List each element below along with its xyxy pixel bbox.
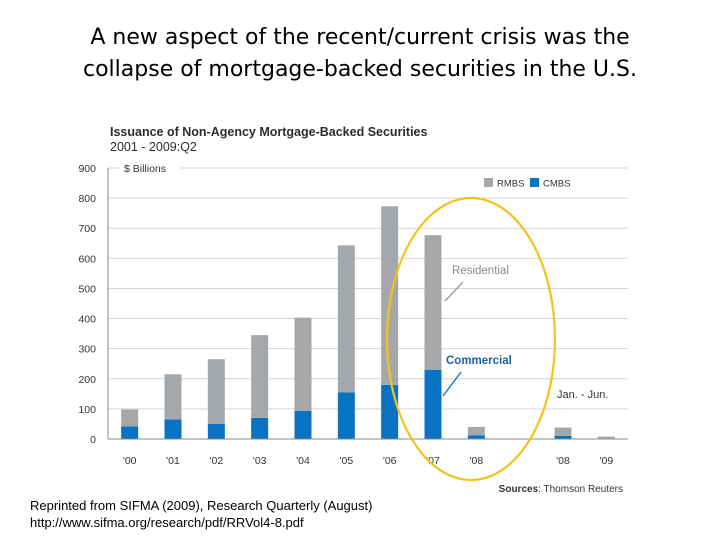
x-tick-label: '05	[339, 455, 353, 467]
x-tick-label: '02	[209, 455, 223, 467]
bar-cmbs	[294, 410, 312, 439]
commercial-annotation: Commercial	[446, 355, 512, 367]
x-tick-label: '08	[469, 455, 483, 467]
bar-rmbs	[554, 427, 572, 436]
bars	[121, 206, 615, 439]
period-note: Jan. - Jun.	[557, 389, 608, 401]
residential-pointer	[444, 281, 464, 302]
y-tick-label: 600	[78, 253, 96, 265]
bar-cmbs	[424, 369, 442, 439]
bar-cmbs	[121, 426, 139, 439]
residential-annotation: Residential	[452, 265, 509, 277]
slide-title-line-2: collapse of mortgage-backed securities i…	[83, 57, 637, 82]
y-tick-label: 900	[78, 163, 96, 175]
bar-cmbs	[467, 435, 485, 439]
labels: RMBS CMBS Residential Commercial Jan. - Jun.…	[385, 178, 623, 495]
legend-swatch-cmbs	[530, 178, 539, 187]
chart-subtitle: 2001 - 2009:Q2	[110, 140, 197, 154]
bar-rmbs	[251, 335, 269, 418]
highlight-ellipse	[385, 196, 557, 482]
footnote-url: http://www.sifma.org/research/pdf/RRVol4…	[30, 515, 304, 530]
bar-rmbs	[424, 235, 442, 370]
y-tick-label: 500	[78, 283, 96, 295]
slide-title: A new aspect of the recent/current crisi…	[20, 22, 700, 86]
bar-rmbs	[337, 245, 355, 393]
bar-rmbs	[207, 359, 225, 424]
bar-rmbs	[597, 436, 615, 439]
unit-label-background	[120, 160, 180, 176]
y-tick-label: 800	[78, 193, 96, 205]
source-prefix: Sources	[499, 484, 539, 495]
bar-cmbs	[337, 392, 355, 439]
x-tick-label: '09	[599, 455, 613, 467]
bar-cmbs	[251, 417, 269, 439]
footnote-citation: Reprinted from SIFMA (2009), Research Qu…	[30, 498, 373, 513]
bar-cmbs	[381, 384, 399, 439]
bar-cmbs	[207, 423, 225, 439]
slide-title-line-1: A new aspect of the recent/current crisi…	[90, 25, 630, 50]
legend-label-cmbs: CMBS	[543, 179, 570, 190]
source-text: : Thomson Reuters	[538, 484, 623, 495]
footnote: Reprinted from SIFMA (2009), Research Qu…	[30, 497, 372, 531]
gridlines	[108, 167, 628, 410]
source-line: Sources: Thomson Reuters	[499, 484, 623, 495]
x-tick-label: '01	[166, 455, 180, 467]
bar-cmbs	[164, 419, 182, 439]
x-tick-label: '07	[426, 455, 440, 467]
legend-swatch-rmbs	[484, 178, 493, 187]
x-tick-label: '03	[253, 455, 267, 467]
x-tick-label: '06	[383, 455, 397, 467]
commercial-pointer	[442, 371, 462, 397]
y-tick-label: 0	[90, 434, 96, 446]
y-tick-label: 100	[78, 404, 96, 416]
chart-title: Issuance of Non-Agency Mortgage-Backed S…	[110, 125, 428, 139]
bar-rmbs	[294, 317, 312, 411]
x-tick-label: '00	[123, 455, 137, 467]
legend-label-rmbs: RMBS	[497, 179, 524, 190]
axes: 0 100 200 300 400 500 600 700 800 900 $ Billions '0…	[78, 160, 628, 467]
y-tick-label: 400	[78, 314, 96, 326]
bar-rmbs	[121, 409, 139, 427]
y-tick-label: 300	[78, 344, 96, 356]
unit-label: $ Billions	[124, 163, 166, 175]
bar-cmbs	[554, 435, 572, 439]
bar-rmbs	[164, 374, 182, 420]
x-tick-label: '08	[556, 455, 570, 467]
y-tick-label: 200	[78, 374, 96, 386]
bar-rmbs	[467, 426, 485, 436]
x-tick-label: '04	[296, 455, 310, 467]
bar-rmbs	[381, 206, 399, 385]
y-tick-label: 700	[78, 223, 96, 235]
